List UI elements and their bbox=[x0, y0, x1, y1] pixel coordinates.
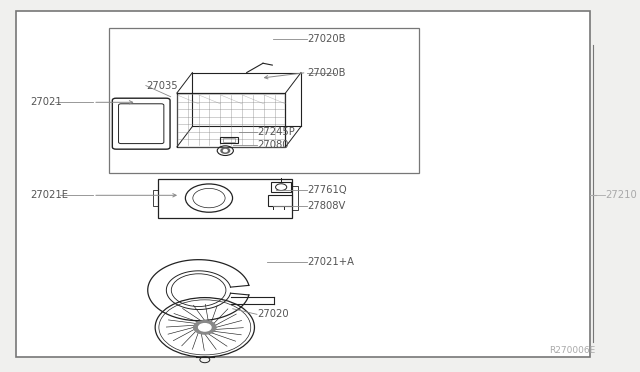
Text: R270006E: R270006E bbox=[550, 346, 596, 355]
Bar bbox=[292, 186, 298, 210]
Circle shape bbox=[223, 150, 227, 152]
Circle shape bbox=[221, 148, 230, 153]
Text: 27020B: 27020B bbox=[307, 34, 346, 44]
Text: 27761Q: 27761Q bbox=[307, 185, 347, 195]
Text: 27035: 27035 bbox=[146, 81, 177, 90]
Text: 27020: 27020 bbox=[257, 310, 289, 319]
Text: 27080: 27080 bbox=[257, 140, 289, 150]
Text: 27021+A: 27021+A bbox=[307, 257, 354, 267]
Bar bbox=[158, 179, 292, 218]
Text: 27021E: 27021E bbox=[30, 190, 68, 200]
Text: 27210: 27210 bbox=[605, 190, 637, 200]
Circle shape bbox=[198, 324, 211, 331]
Text: 27808V: 27808V bbox=[307, 202, 346, 211]
Bar bbox=[223, 138, 236, 142]
Bar bbox=[154, 190, 158, 206]
Circle shape bbox=[194, 321, 216, 334]
Bar bbox=[268, 195, 292, 206]
Text: 27020B: 27020B bbox=[307, 68, 346, 77]
Bar bbox=[109, 28, 419, 173]
Bar bbox=[271, 182, 291, 192]
Text: 27245P: 27245P bbox=[257, 127, 295, 137]
Text: 27021: 27021 bbox=[30, 97, 61, 107]
Bar bbox=[220, 137, 237, 143]
